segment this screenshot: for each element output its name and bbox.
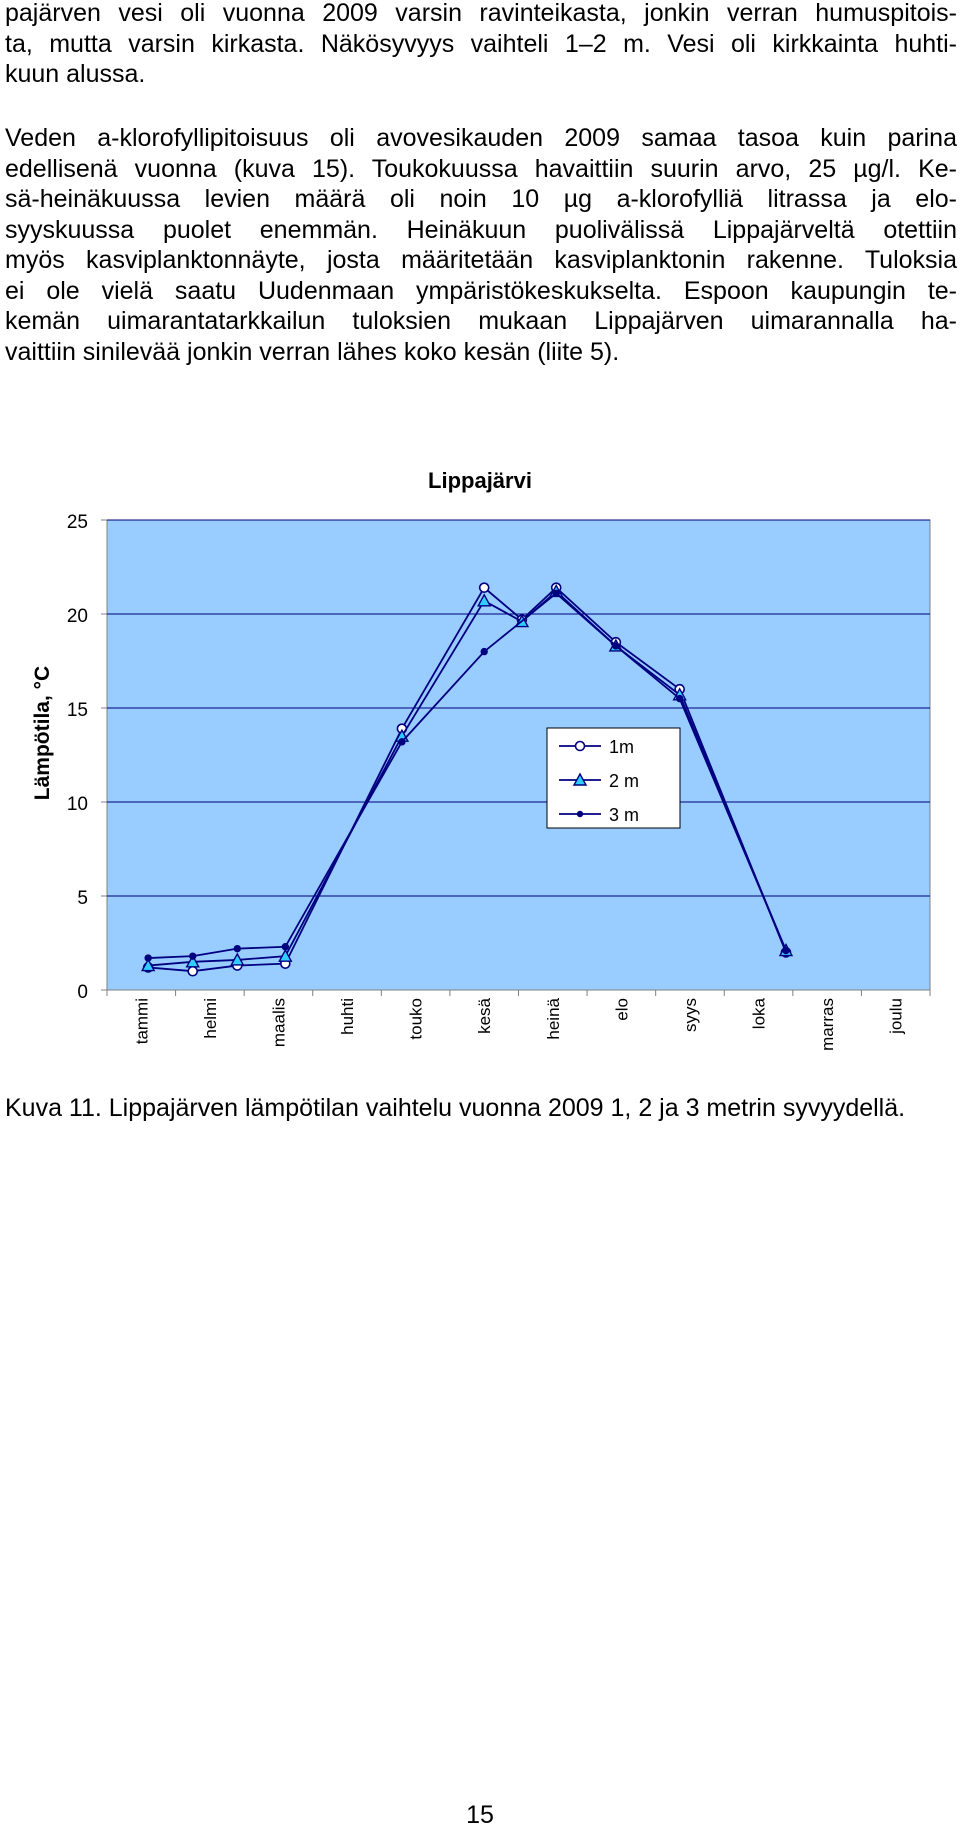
- paragraph-1-line: pajärven vesi oli vuonna 2009 varsin rav…: [5, 0, 957, 27]
- paragraph-1-line: ta, mutta varsin kirkasta. Näkösyvyys va…: [5, 29, 957, 58]
- data-point-2: [477, 593, 492, 607]
- paragraph-2-line: edellisenä vuonna (kuva 15). Toukokuussa…: [5, 154, 957, 183]
- legend-marker: [574, 740, 586, 752]
- x-tick-label: syys: [681, 998, 700, 1032]
- data-point-3: [552, 589, 560, 598]
- legend-box: [546, 727, 681, 829]
- series-line-3: [148, 592, 787, 959]
- x-tick-label: joulu: [887, 998, 906, 1035]
- data-point-3: [782, 946, 790, 955]
- x-tick-label: tammi: [132, 998, 151, 1044]
- y-tick-label: 15: [67, 700, 88, 721]
- y-tick-label: 10: [67, 794, 88, 815]
- legend-label: 1m: [609, 737, 634, 757]
- data-point-1: [187, 965, 199, 977]
- data-point-1: [478, 582, 490, 593]
- paragraph-2-line: vaittiin sinilevää jonkin verran lähes k…: [5, 337, 620, 366]
- x-tick-label: huhti: [338, 998, 357, 1035]
- x-tick-label: elo: [612, 998, 631, 1021]
- x-tick-label: maalis: [269, 998, 288, 1047]
- paragraph-2-line: ei ole vielä saatu Uudenmaan ympäristöke…: [5, 276, 957, 305]
- legend-label: 3 m: [609, 805, 639, 825]
- y-tick-label: 20: [67, 606, 88, 627]
- legend-marker: [572, 772, 588, 786]
- paragraph-1: pajärven vesi oli vuonna 2009 varsin rav…: [5, 0, 957, 90]
- data-point-3: [233, 944, 242, 953]
- chart-title: Lippajärvi: [428, 468, 532, 493]
- paragraph-1-line: kuun alussa.: [5, 60, 146, 88]
- plot-area: [106, 519, 931, 991]
- y-axis-label: Lämpötila, °C: [31, 666, 54, 800]
- data-point-3: [189, 952, 197, 960]
- data-point-3: [480, 647, 488, 656]
- temperature-line-chart: 0 5 10 15 20 25 tammi helmi maalis huhti touko kesä…: [31, 512, 931, 1051]
- figure-caption: Kuva 11. Lippajärven lämpötilan vaihtelu…: [5, 1094, 906, 1122]
- y-tick-label: 0: [77, 982, 88, 1003]
- x-tick-label: helmi: [201, 998, 220, 1039]
- paragraph-2-line: myös kasviplanktonnäyte, josta määritetä…: [5, 246, 957, 274]
- data-point-3: [398, 738, 406, 746]
- data-point-2: [278, 948, 293, 962]
- paragraph-2-line: kemän uimarantatarkkailun tuloksien muka…: [5, 307, 957, 335]
- y-tick-label: 25: [67, 512, 88, 533]
- data-point-3: [144, 954, 152, 962]
- x-tick-label: kesä: [475, 997, 494, 1033]
- y-tick-label: 5: [77, 888, 88, 909]
- data-point-2: [185, 954, 200, 968]
- legend-marker: [576, 810, 584, 818]
- paragraph-2-line: Veden a-klorofyllipitoisuus oli avovesik…: [5, 124, 957, 152]
- x-tick-label: marras: [818, 998, 837, 1051]
- data-point-2: [230, 952, 245, 966]
- x-tick-label: touko: [407, 998, 426, 1040]
- paragraph-2: Veden a-klorofyllipitoisuus oli avovesik…: [5, 123, 957, 367]
- data-point-3: [612, 642, 620, 650]
- legend-label: 2 m: [609, 771, 639, 791]
- page-number: 15: [466, 1801, 494, 1829]
- data-point-3: [675, 694, 684, 703]
- x-tick-label: loka: [750, 997, 769, 1029]
- paragraph-2-line: sä-heinäkuussa levien määrä oli noin 10 …: [5, 185, 957, 213]
- data-point-3: [281, 943, 290, 951]
- x-tick-label: heinä: [544, 997, 563, 1039]
- data-point-2: [140, 958, 156, 972]
- legend: 1m 2 m 3 m: [546, 727, 681, 829]
- paragraph-2-line: syyskuussa puolet enemmän. Heinäkuun puo…: [5, 215, 957, 244]
